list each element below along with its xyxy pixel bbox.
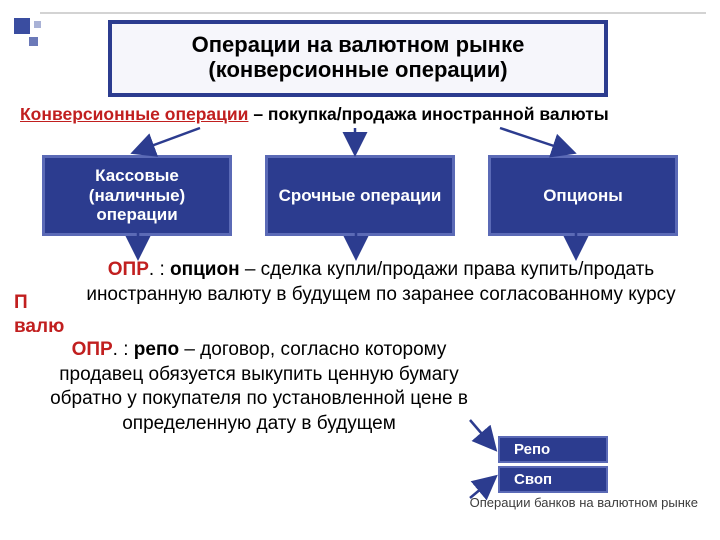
definition-option: ОПР. : опцион – сделка купли/продажи пра… xyxy=(82,258,680,307)
subtitle: Конверсионные операции – покупка/продажа… xyxy=(20,104,700,125)
header-rule xyxy=(40,12,706,14)
chip-swap-label: Своп xyxy=(514,471,552,488)
box-cash-label: Кассовые (наличные) операции xyxy=(55,166,219,225)
subtitle-term: Конверсионные операции xyxy=(20,104,248,124)
box-cash-ops: Кассовые (наличные) операции xyxy=(42,155,232,236)
title-line2: (конверсионные операции) xyxy=(208,57,507,82)
opr-sep-2: . : xyxy=(113,339,134,360)
title-box: Операции на валютном рынке (конверсионны… xyxy=(108,20,608,97)
box-forward-ops: Срочные операции xyxy=(265,155,455,236)
opr-sep-1: . : xyxy=(149,259,170,280)
box-options-label: Опционы xyxy=(543,186,623,206)
title-line1: Операции на валютном рынке xyxy=(192,32,525,57)
opr-tag-2: ОПР xyxy=(72,339,113,360)
chip-repo: Репо xyxy=(498,436,608,463)
box-forward-label: Срочные операции xyxy=(279,186,442,206)
opr-tag-1: ОПР xyxy=(108,259,149,280)
category-row: Кассовые (наличные) операции Срочные опе… xyxy=(42,155,678,236)
footer-caption: Операции банков на валютном рынке xyxy=(470,495,698,510)
clipped-text-a: П xyxy=(14,292,28,314)
box-options: Опционы xyxy=(488,155,678,236)
definition-repo: ОПР. : репо – договор, согласно которому… xyxy=(44,338,474,437)
chip-swap: Своп xyxy=(498,466,608,493)
clipped-text-b: валю xyxy=(14,316,64,338)
subtitle-tail: – покупка/продажа иностранной валюты xyxy=(248,104,608,124)
term-repo: репо xyxy=(134,339,179,360)
chip-repo-label: Репо xyxy=(514,441,550,458)
term-option: опцион xyxy=(170,259,240,280)
